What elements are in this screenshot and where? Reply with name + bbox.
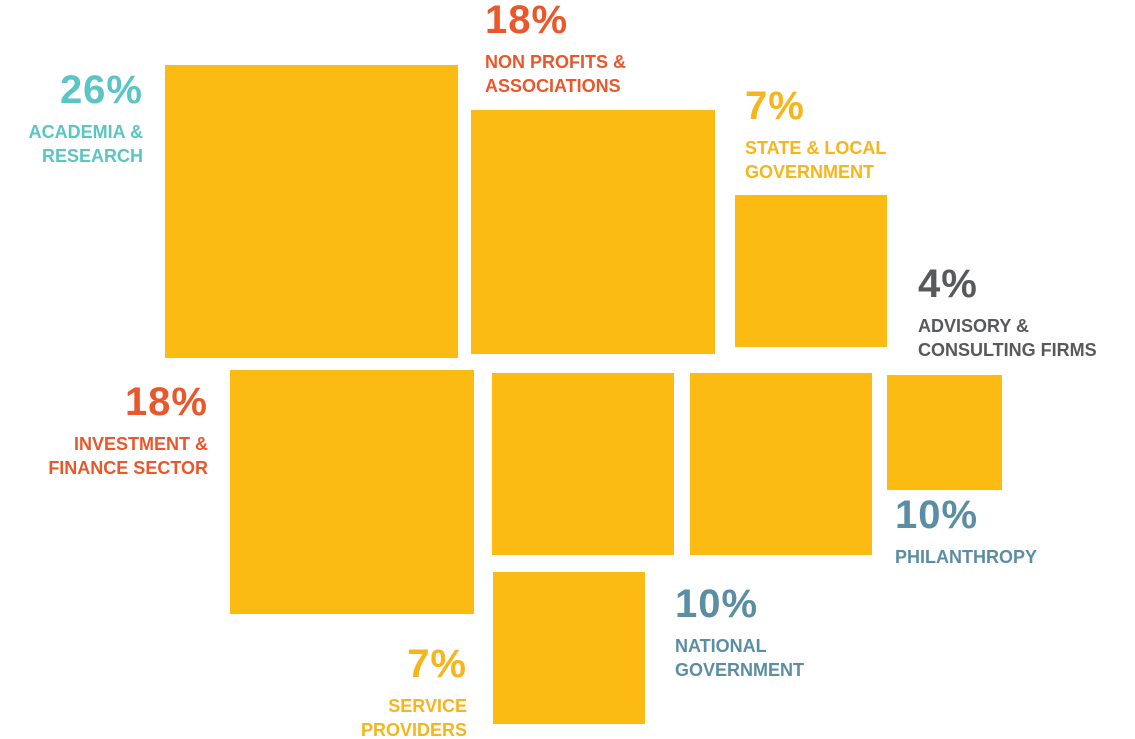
- category-label: INVESTMENT & FINANCE SECTOR: [48, 434, 208, 478]
- category-label: NATIONAL GOVERNMENT: [675, 636, 805, 680]
- label: 26% ACADEMIA & RESEARCH: [0, 68, 143, 168]
- percent-label: 18%: [485, 0, 569, 42]
- label: 10% PHILANTHROPY: [895, 493, 1095, 569]
- percent-label: 18%: [124, 380, 208, 424]
- square: [493, 572, 646, 725]
- square: [230, 370, 474, 614]
- category-label: ADVISORY & CONSULTING FIRMS: [918, 316, 1097, 360]
- label: 7% STATE & LOCAL GOVERNMENT: [745, 84, 925, 184]
- percent-label: 7%: [407, 642, 467, 686]
- category-label: ACADEMIA & RESEARCH: [28, 122, 143, 166]
- label: 18% NON PROFITS & ASSOCIATIONS: [485, 0, 670, 98]
- percent-label: 4%: [918, 262, 978, 306]
- square: [492, 373, 674, 555]
- square: [471, 110, 715, 354]
- label: 10% NATIONAL GOVERNMENT: [675, 582, 845, 682]
- percent-label: 7%: [745, 84, 805, 128]
- square: [165, 65, 459, 359]
- percent-label: 10%: [895, 493, 979, 537]
- category-label: NON PROFITS & ASSOCIATIONS: [485, 52, 627, 96]
- label: 18% INVESTMENT & FINANCE SECTOR: [48, 380, 208, 480]
- square: [690, 373, 872, 555]
- label: 4% ADVISORY & CONSULTING FIRMS: [918, 262, 1133, 362]
- percent-label: 10%: [675, 582, 759, 626]
- square: [887, 375, 1002, 490]
- label: 7% SERVICE PROVIDERS: [347, 642, 467, 739]
- percent-label: 26%: [59, 68, 143, 112]
- category-label: STATE & LOCAL GOVERNMENT: [745, 138, 886, 182]
- square: [735, 195, 888, 348]
- category-label: SERVICE PROVIDERS: [360, 696, 467, 739]
- category-label: PHILANTHROPY: [895, 547, 1038, 567]
